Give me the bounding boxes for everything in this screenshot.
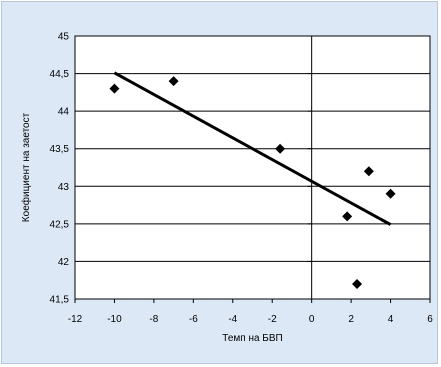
tick-labels: 41,5 42 42,5 43 43,5 44 44,5 45 -12 -10 -8 -6 -4 -2 0 2… — [50, 32, 434, 326]
x-tick-label: -2 — [268, 314, 277, 325]
gridlines — [75, 73, 430, 262]
x-tick-label: -8 — [149, 314, 158, 325]
y-tick-label: 42,5 — [50, 219, 70, 230]
y-tick-label: 44,5 — [50, 69, 70, 80]
data-point — [352, 278, 363, 289]
axes — [74, 35, 431, 303]
x-tick-label: 0 — [309, 314, 315, 325]
y-tick-label: 43 — [58, 182, 70, 193]
y-tick-label: 45 — [58, 32, 70, 43]
y-axis-title: Коефициент на заетост — [20, 112, 32, 222]
y-tick-label: 41,5 — [50, 295, 70, 306]
data-point — [363, 166, 374, 177]
x-tick-label: -6 — [189, 314, 198, 325]
x-axis-title: Темп на БВП — [222, 333, 282, 344]
trendline — [113, 71, 392, 226]
x-tick-label: 2 — [348, 314, 354, 325]
y-tick-label: 44 — [58, 107, 70, 118]
x-tick-label: 6 — [427, 314, 433, 325]
y-tick-label: 43,5 — [50, 144, 70, 155]
data-point — [109, 83, 120, 94]
data-point — [385, 188, 396, 199]
data-point — [275, 143, 286, 154]
x-tick-label: -10 — [107, 314, 122, 325]
data-point — [168, 76, 179, 87]
x-tick-label: -4 — [228, 314, 237, 325]
x-tick-label: 4 — [388, 314, 394, 325]
data-points — [109, 76, 396, 289]
data-point — [342, 211, 353, 222]
plot-area — [74, 35, 431, 300]
y-tick-label: 42 — [58, 257, 70, 268]
trendline-layer — [113, 71, 392, 226]
x-tick-label: -12 — [68, 314, 83, 325]
